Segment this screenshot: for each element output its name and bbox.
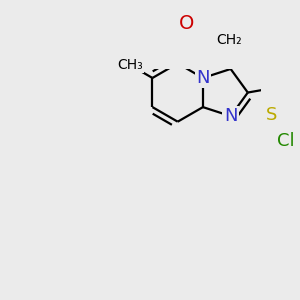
Text: O: O xyxy=(178,14,194,33)
Text: NH₂: NH₂ xyxy=(205,0,239,4)
Text: Cl: Cl xyxy=(277,132,294,150)
Text: N: N xyxy=(224,107,237,125)
Text: S: S xyxy=(266,106,277,124)
Text: N: N xyxy=(196,69,210,87)
Text: CH₃: CH₃ xyxy=(117,58,142,72)
Text: CH₂: CH₂ xyxy=(217,33,242,47)
